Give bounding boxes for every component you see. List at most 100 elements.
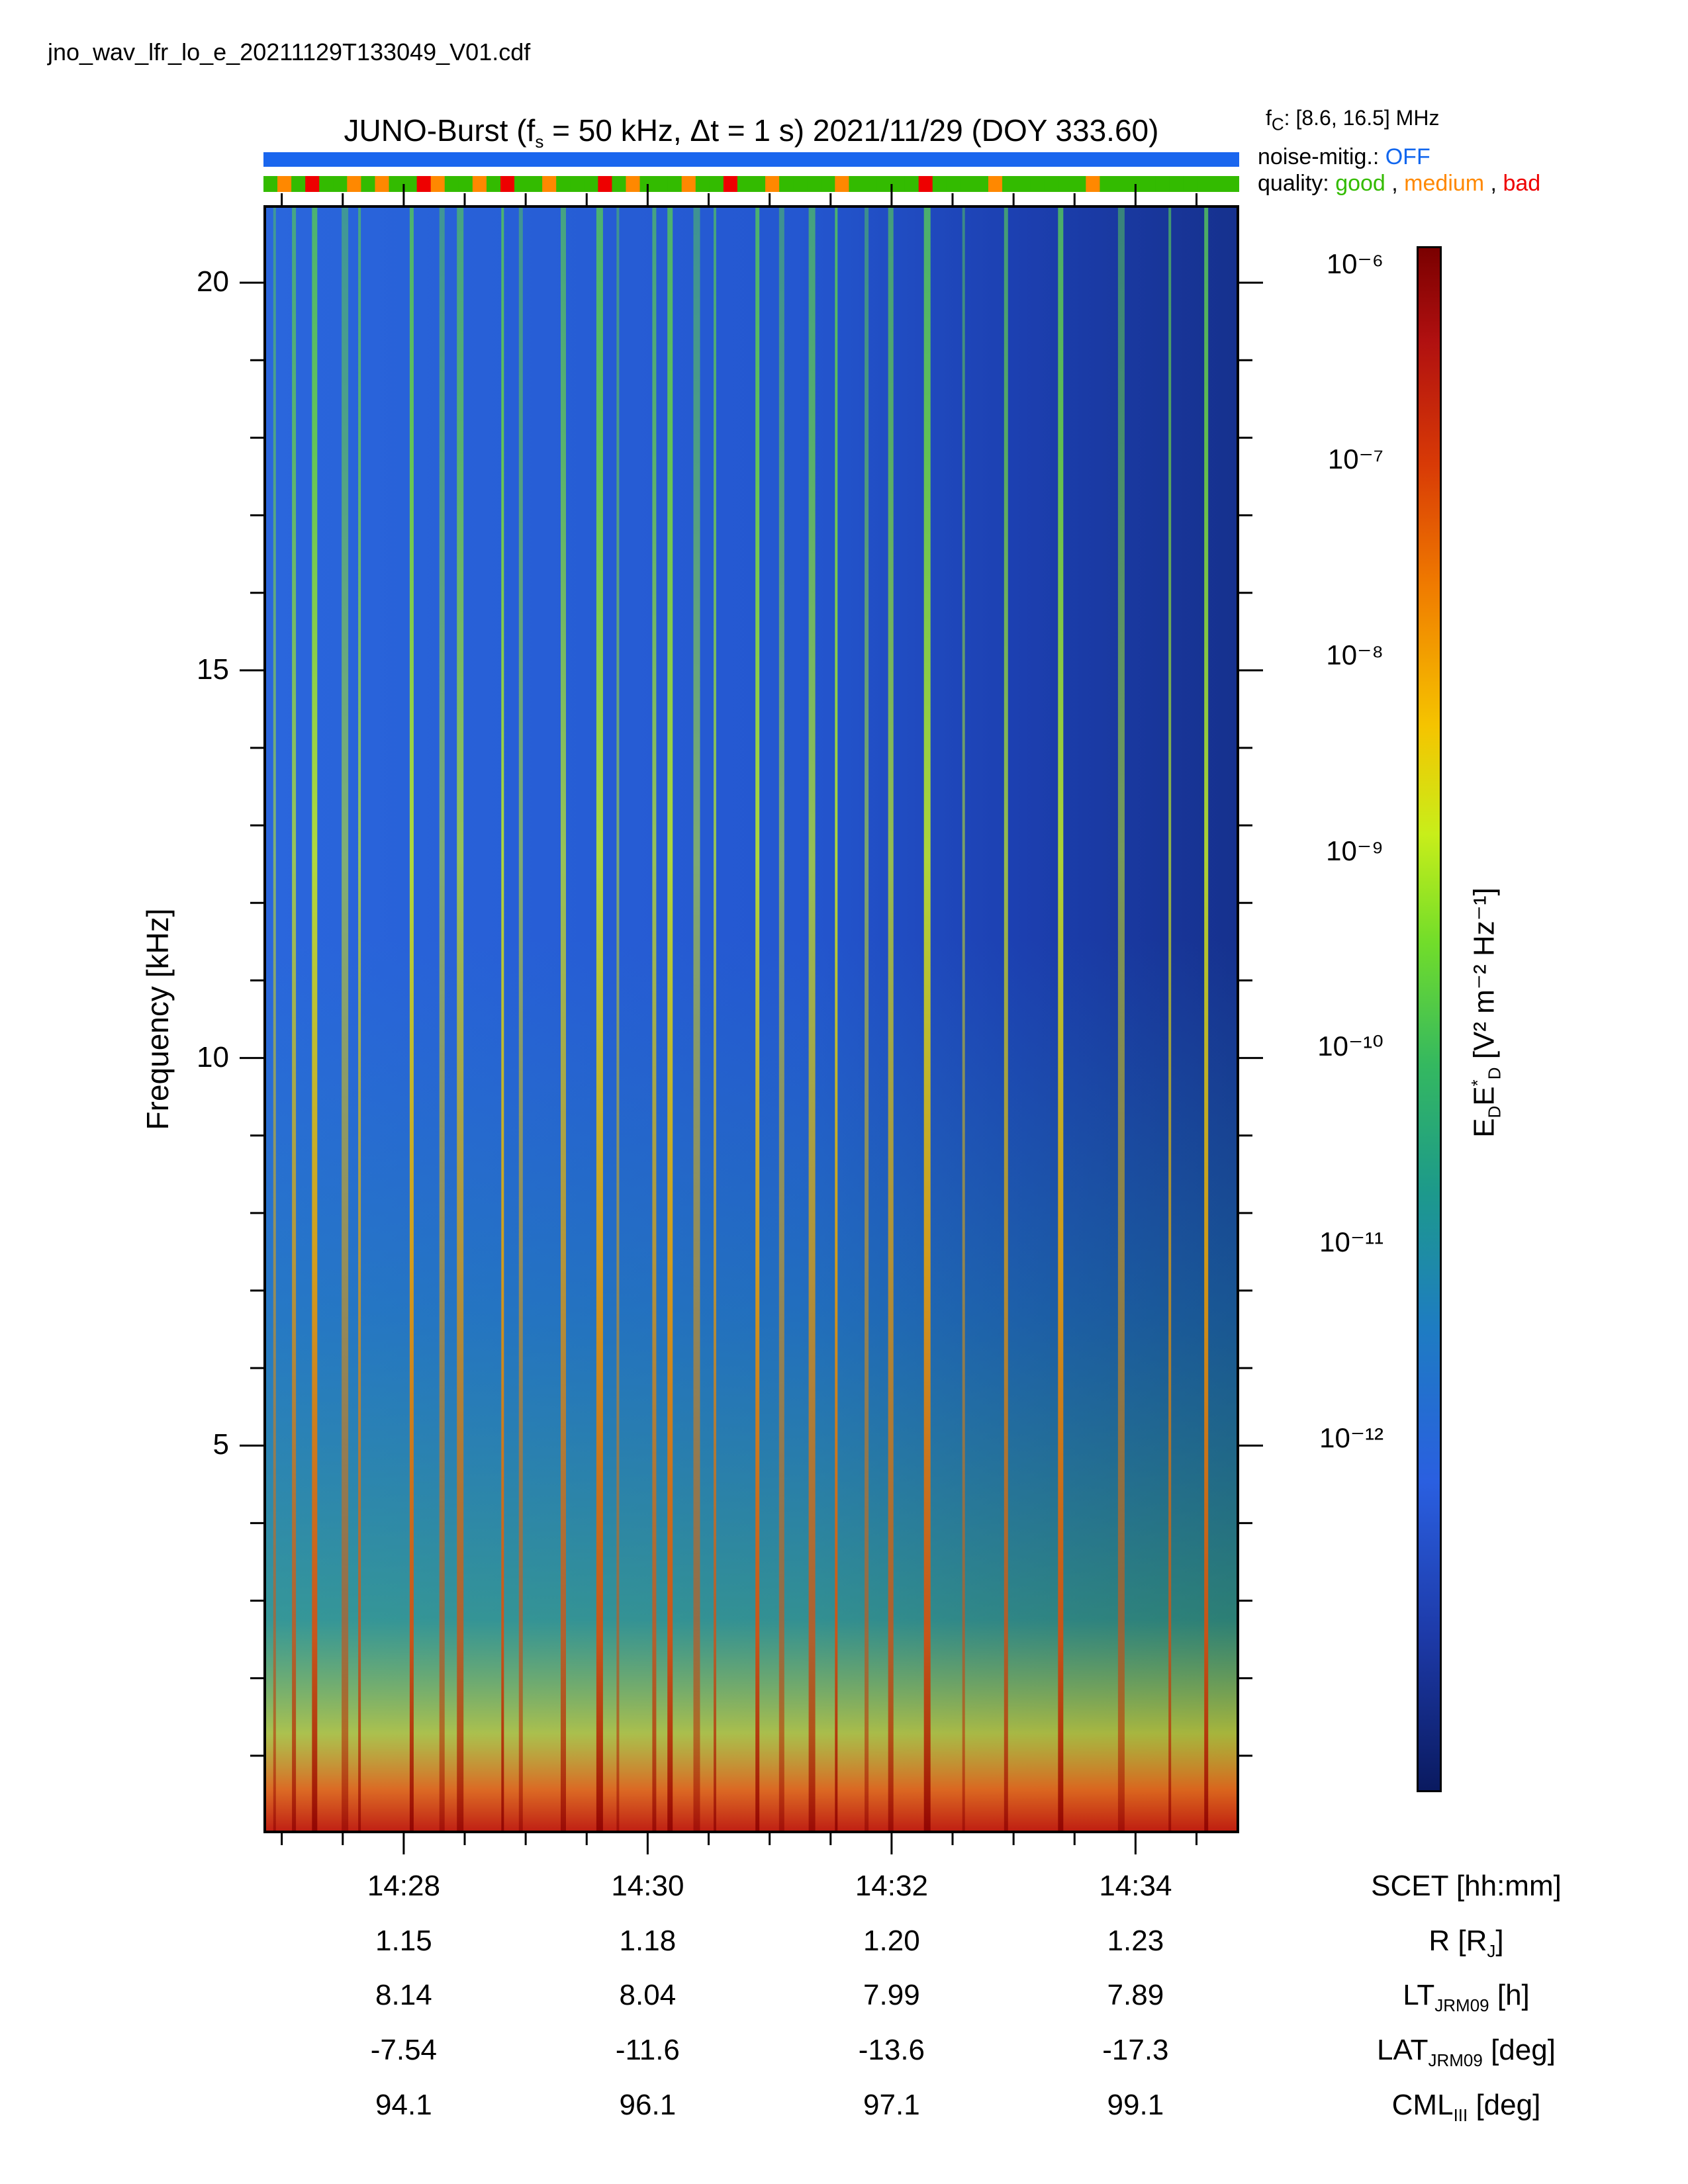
x-row-label: CMLIII [deg] — [1391, 2089, 1541, 2125]
burst-line — [501, 208, 504, 1831]
quality-segment — [876, 176, 892, 192]
x-row-value: 14:30 — [611, 1870, 684, 1902]
file-name: jno_wav_lfr_lo_e_20211129T133049_V01.cdf — [48, 38, 531, 66]
burst-line — [652, 208, 657, 1831]
burst-line — [693, 208, 700, 1831]
x-row-value: 14:28 — [367, 1870, 440, 1902]
quality-segment — [932, 176, 947, 192]
quality-segment — [835, 176, 849, 192]
quality-segment — [416, 176, 432, 192]
burst-line — [1058, 208, 1064, 1831]
burst-line — [888, 208, 894, 1831]
quality-segment — [779, 176, 794, 192]
burst-line — [962, 208, 965, 1831]
quality-segment — [1141, 176, 1156, 192]
x-row-value: 96.1 — [619, 2089, 677, 2121]
quality-segment — [1072, 176, 1086, 192]
spectrogram-plot — [263, 205, 1239, 1833]
noise-mitigation-label: noise-mitig.: OFF — [1258, 144, 1430, 169]
x-row-value: 1.20 — [863, 1925, 920, 1957]
burst-line — [273, 208, 276, 1831]
burst-line — [561, 208, 566, 1831]
quality-segment — [528, 176, 543, 192]
burst-line — [1168, 208, 1172, 1831]
burst-line — [457, 208, 464, 1831]
burst-line — [1117, 208, 1125, 1831]
quality-segment — [863, 176, 878, 192]
burst-line — [1004, 208, 1008, 1831]
noise-mitigation-value: OFF — [1385, 144, 1430, 169]
quality-good-label: good — [1335, 171, 1385, 196]
quality-segment — [904, 176, 919, 192]
colorbar-tick-label: 10⁻⁹ — [1326, 835, 1383, 866]
burst-line — [409, 208, 414, 1831]
colorbar-tick-label: 10⁻⁷ — [1327, 443, 1383, 475]
quality-segment — [1016, 176, 1031, 192]
x-row-label: LATJRM09 [deg] — [1377, 2034, 1556, 2070]
quality-segment — [1127, 176, 1143, 192]
quality-segment — [570, 176, 585, 192]
quality-segment — [486, 176, 501, 192]
quality-legend: quality: good , medium , bad — [1258, 171, 1541, 196]
x-row-value: 97.1 — [863, 2089, 920, 2121]
x-row-value: 8.14 — [375, 1979, 432, 2011]
x-row-value: -13.6 — [858, 2034, 925, 2066]
quality-segment — [988, 176, 1003, 192]
colorbar-tick-label: 10⁻¹¹ — [1319, 1226, 1383, 1258]
quality-segment — [375, 176, 390, 192]
colorbar-label: EDE*D [V² m⁻² Hz⁻¹] — [1467, 887, 1505, 1138]
quality-segment — [277, 176, 292, 192]
quality-segment — [389, 176, 404, 192]
colorbar-tick-label: 10⁻⁸ — [1326, 639, 1383, 670]
x-row-value: -11.6 — [615, 2034, 680, 2066]
x-row-value: 14:34 — [1099, 1870, 1172, 1902]
quality-segment — [1211, 176, 1226, 192]
quality-segment — [695, 176, 710, 192]
quality-segment — [347, 176, 361, 192]
quality-segment — [807, 176, 821, 192]
quality-segment — [653, 176, 669, 192]
quality-segment — [402, 176, 418, 192]
x-row-label: LTJRM09 [h] — [1403, 1979, 1530, 2015]
colorbar-tick-label: 10⁻⁶ — [1326, 248, 1383, 279]
x-row-value: 99.1 — [1107, 2089, 1164, 2121]
y-tick-label: 20 — [197, 265, 229, 298]
y-tick-label: 15 — [197, 653, 229, 686]
quality-segment — [1183, 176, 1198, 192]
quality-bar — [263, 176, 1239, 192]
quality-segment — [626, 176, 641, 192]
quality-segment — [458, 176, 473, 192]
spectrogram-image — [266, 208, 1237, 1831]
burst-line — [292, 208, 297, 1831]
quality-segment — [472, 176, 487, 192]
quality-segment — [514, 176, 529, 192]
quality-segment — [598, 176, 613, 192]
y-axis-label: Frequency [kHz] — [140, 908, 175, 1130]
quality-segment — [430, 176, 445, 192]
x-row-value: -7.54 — [370, 2034, 438, 2066]
quality-segment — [1002, 176, 1017, 192]
quality-segment — [765, 176, 780, 192]
y-tick-label: 5 — [212, 1428, 229, 1461]
x-row-value: 8.04 — [619, 1979, 677, 2011]
x-row-value: 94.1 — [375, 2089, 432, 2121]
quality-segment — [584, 176, 598, 192]
x-row-value: 1.18 — [619, 1925, 677, 1957]
x-row-value: 7.99 — [863, 1979, 920, 2011]
quality-segment — [500, 176, 515, 192]
quality-segment — [709, 176, 724, 192]
burst-line — [778, 208, 784, 1831]
burst-line — [342, 208, 349, 1831]
quality-segment — [667, 176, 682, 192]
colorbar-tick-label: 10⁻¹⁰ — [1317, 1030, 1383, 1062]
x-row-label: SCET [hh:mm] — [1371, 1870, 1562, 1902]
burst-line — [616, 208, 620, 1831]
burst-line — [865, 208, 869, 1831]
quality-bad-label: bad — [1503, 171, 1541, 196]
chart-title: JUNO-Burst (fs = 50 kHz, Δt = 1 s) 2021/… — [344, 113, 1159, 152]
burst-line — [714, 208, 716, 1831]
quality-segment — [612, 176, 627, 192]
quality-segment — [639, 176, 655, 192]
noise-mitigation-bar — [263, 152, 1239, 167]
x-row-value: 14:32 — [855, 1870, 928, 1902]
